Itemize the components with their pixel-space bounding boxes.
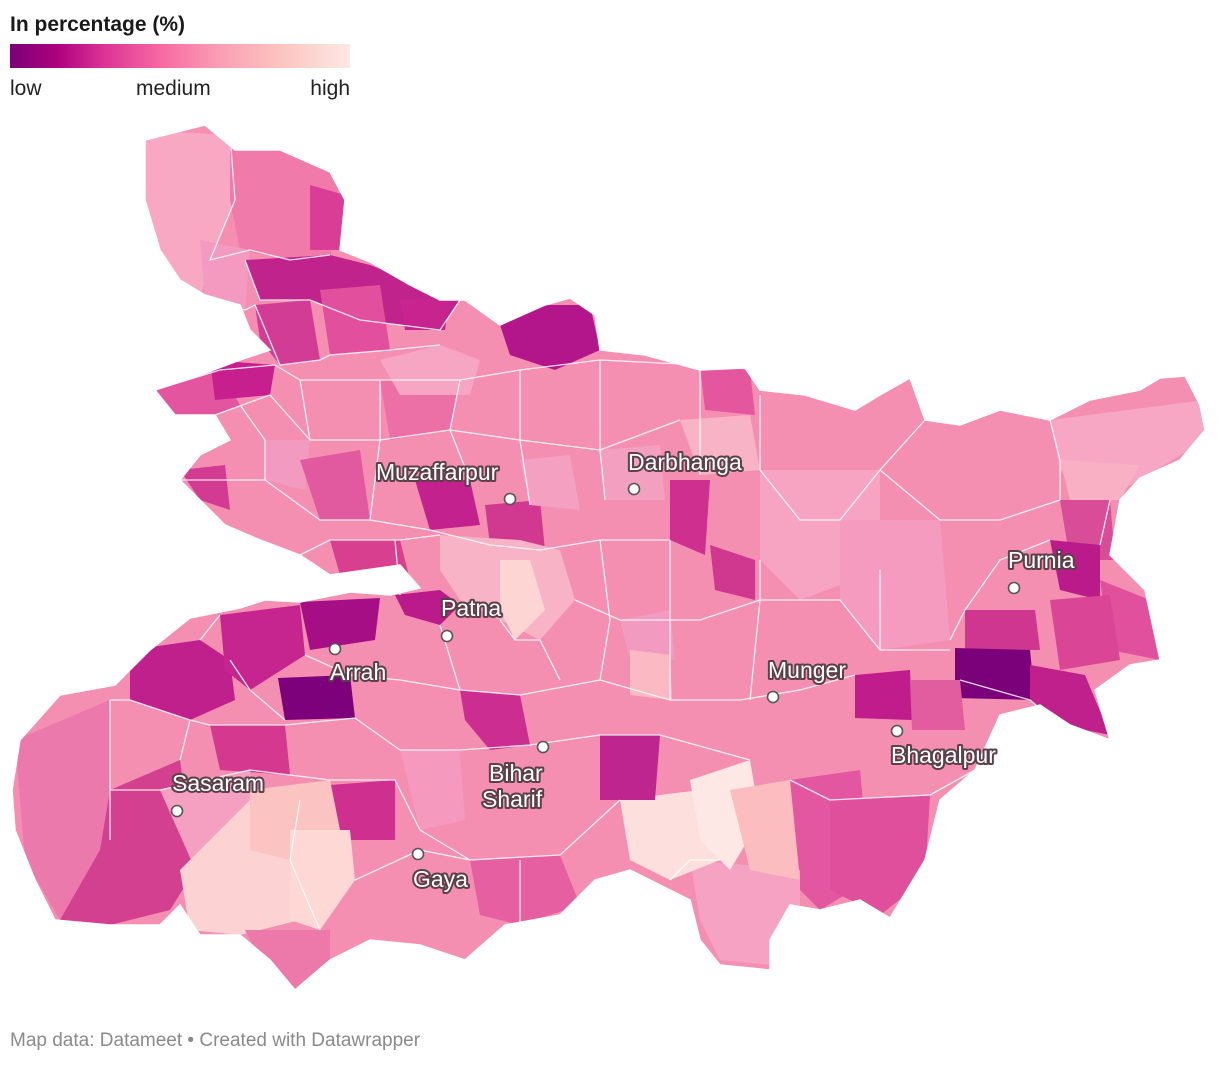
city-label-gaya: Gaya: [413, 866, 468, 892]
legend-labels: low medium high: [10, 75, 350, 105]
region: [400, 298, 450, 330]
footer-credit: Map data: Datameet • Created with Datawr…: [10, 1030, 421, 1051]
city-label-sasaram: Sasaram: [172, 770, 264, 796]
city-label-muzaffarpur: Muzaffarpur: [376, 459, 499, 485]
city-label-darbhanga: Darbhanga: [628, 449, 742, 475]
region: [600, 735, 660, 800]
region: [290, 830, 355, 930]
region: [855, 670, 912, 720]
region: [1060, 460, 1140, 500]
region: [200, 240, 250, 310]
city-dot-bhagalpur: [890, 724, 904, 738]
region: [395, 590, 460, 625]
region: [500, 305, 600, 370]
region: [220, 605, 305, 690]
city-dot-patna: [440, 629, 454, 643]
region: [330, 780, 395, 840]
region: [160, 770, 260, 880]
city-label-munger: Munger: [768, 657, 846, 683]
city-label-bhagalpur: Bhagalpur: [891, 742, 996, 768]
region: [670, 480, 710, 555]
region: [130, 640, 235, 720]
legend-title: In percentage (%): [10, 13, 186, 36]
region: [265, 440, 310, 490]
legend-color-bar: [10, 44, 350, 68]
city-label-patna: Patna: [441, 595, 501, 621]
city-dot-munger: [766, 690, 780, 704]
region: [630, 650, 672, 700]
region: [300, 598, 380, 650]
region: [300, 450, 370, 520]
region: [180, 465, 230, 510]
region: [310, 185, 345, 250]
region: [1050, 595, 1120, 670]
region: [320, 285, 390, 355]
legend-high-label: high: [310, 77, 350, 100]
city-dot-purnia: [1007, 581, 1021, 595]
region: [485, 500, 545, 550]
region: [520, 455, 580, 510]
district-boundaries: [109, 134, 1111, 941]
region: [690, 760, 760, 870]
region: [255, 300, 320, 365]
region: [400, 750, 465, 830]
region: [965, 610, 1040, 650]
region: [955, 648, 1035, 700]
region: [210, 725, 290, 775]
city-dot-sasaram: [170, 804, 184, 818]
region: [620, 610, 675, 660]
region: [245, 930, 330, 990]
region: [500, 560, 545, 640]
region: [1050, 540, 1100, 600]
city-label-arrah: Arrah: [330, 659, 386, 685]
region: [600, 445, 665, 500]
region: [710, 545, 755, 600]
region: [60, 760, 195, 925]
legend-low-label: low: [10, 77, 42, 100]
legend: In percentage (%) low medium high: [10, 10, 350, 105]
region: [15, 700, 110, 920]
region: [380, 345, 480, 395]
choropleth-map: Muzaffarpur Darbhanga Purnia Patna Arrah…: [11, 124, 1206, 991]
city-dot-arrah: [328, 642, 342, 656]
region: [415, 480, 480, 530]
region: [840, 520, 950, 650]
region: [470, 855, 580, 925]
region: [278, 675, 355, 720]
region: [460, 690, 530, 750]
city-dot-bihar-sharif: [536, 740, 550, 754]
region: [1030, 665, 1110, 735]
region: [730, 780, 800, 880]
region: [620, 790, 720, 880]
city-dot-gaya: [411, 847, 425, 861]
city-label-purnia: Purnia: [1008, 547, 1075, 573]
region: [830, 795, 930, 915]
region: [910, 680, 965, 730]
city-dot-darbhanga: [627, 482, 641, 496]
city-label-bihar-sharif-line1: Bihar: [489, 760, 543, 786]
region: [700, 365, 755, 415]
city-markers: Muzaffarpur Darbhanga Purnia Patna Arrah…: [170, 447, 1077, 894]
legend-medium-label: medium: [136, 77, 211, 100]
city-dot-muzaffarpur: [503, 492, 517, 506]
city-label-bihar-sharif-line2: Sharif: [482, 786, 543, 812]
